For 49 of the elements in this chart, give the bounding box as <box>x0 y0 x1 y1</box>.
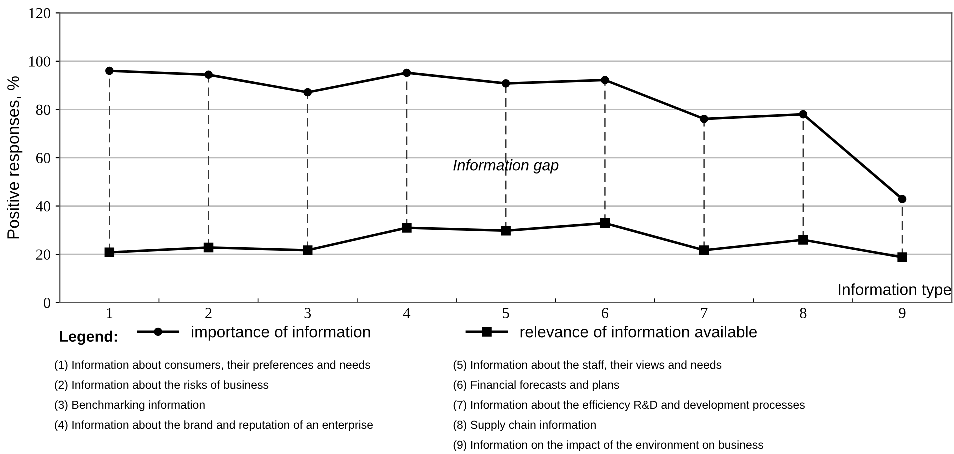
text: (7) Information about the efficiency R&D and development processes <box>454 400 805 412</box>
y-tick-label: 80 <box>36 104 50 116</box>
x-axis-title: Information type <box>839 284 952 298</box>
legend-title: Legend: <box>60 330 118 346</box>
point <box>700 114 708 124</box>
x-tick-label: 9 <box>899 308 906 318</box>
point <box>601 76 610 84</box>
x-tick-label: 4 <box>403 308 411 318</box>
point <box>204 70 213 80</box>
point <box>204 242 214 253</box>
point <box>898 195 907 204</box>
point <box>600 218 610 228</box>
text: (1) Information about consumers, their preferences and needs <box>55 360 371 372</box>
point <box>502 79 510 88</box>
y-tick-label: 20 <box>36 250 50 260</box>
x-tick-label: 7 <box>702 308 708 318</box>
y-axis-title: Positive responses, % <box>7 76 23 239</box>
x-tick-label: 6 <box>602 308 609 318</box>
x-tick-label: 1 <box>107 308 113 318</box>
legend-label: relevance of information available <box>520 326 758 338</box>
point <box>898 252 908 262</box>
point <box>402 68 412 78</box>
legend-label: importance of information <box>192 326 370 341</box>
y-tick-label: 0 <box>44 298 50 308</box>
x-tick-label: 5 <box>503 308 510 318</box>
x-tick-label: 3 <box>304 308 312 318</box>
y-tick-label: 120 <box>30 8 50 19</box>
point <box>304 88 312 97</box>
point <box>104 248 115 258</box>
x-tick-label: 8 <box>800 308 807 318</box>
annotation: Information gap <box>454 160 559 174</box>
y-tick-label: 100 <box>30 56 50 67</box>
point <box>799 110 808 119</box>
text: (3) Benchmarking information <box>55 400 205 412</box>
text: (9) Information on the impact of the environment on business <box>454 440 764 452</box>
text: (6) Financial forecasts and plans <box>454 380 620 392</box>
point <box>798 235 808 245</box>
text: (4) Information about the brand and reputation of an enterprise <box>55 420 374 432</box>
x-tick-label: 2 <box>206 308 212 318</box>
y-tick-label: 60 <box>36 153 50 164</box>
point <box>699 246 710 256</box>
point <box>402 223 412 233</box>
point <box>303 246 313 256</box>
point <box>105 66 114 76</box>
text: (2) Information about the risks of business <box>55 380 269 392</box>
y-tick-label: 40 <box>36 201 50 212</box>
text: (5) Information about the staff, their views and needs <box>454 360 722 372</box>
text: (8) Supply chain information <box>454 420 596 432</box>
point <box>501 226 511 236</box>
